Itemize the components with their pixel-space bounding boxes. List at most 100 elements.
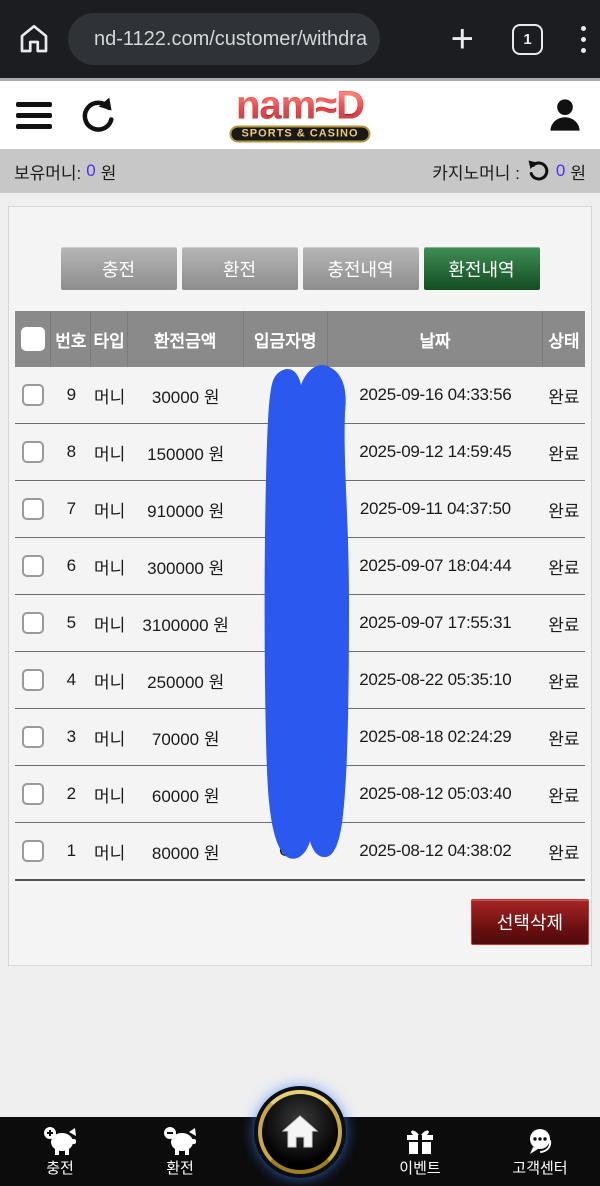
tab-withdraw[interactable]: 환전: [181, 247, 298, 290]
row-date: 2025-09-12 14:59:45: [359, 442, 512, 461]
nav-withdraw[interactable]: 환전: [120, 1117, 240, 1186]
row-depositor-masked: O: [279, 499, 293, 518]
casino-money-value: 0: [555, 161, 566, 180]
row-amount: 250000 원: [147, 672, 225, 692]
row-date: 2025-09-11 04:37:50: [359, 499, 511, 518]
row-amount: 70000 원: [151, 729, 220, 749]
row-type: 머니: [93, 501, 126, 521]
row-amount: 910000 원: [147, 501, 225, 521]
row-type: 머니: [93, 843, 126, 863]
casino-money: 카지노머니 : 0 원: [432, 159, 586, 184]
row-status: 완료: [548, 387, 580, 407]
row-number: 6: [66, 556, 77, 575]
row-checkbox[interactable]: [22, 840, 45, 862]
row-amount: 80000 원: [151, 843, 220, 863]
tab-deposit[interactable]: 충전: [60, 247, 177, 290]
header-type: 타입: [91, 311, 128, 367]
row-type: 머니: [93, 672, 126, 692]
withdraw-history-table: 번호 타입 환전금액 입금자명 날짜 상태 9 머니 30000 원 O 202…: [15, 311, 585, 881]
row-checkbox[interactable]: [22, 669, 45, 691]
page-content: 충전 환전 충전내역 환전내역 번호 타입 환전금액 입금자명 날짜 상태 9 …: [0, 196, 600, 1117]
nav-support-label: 고객센터: [512, 1160, 568, 1177]
row-number: 5: [66, 613, 77, 632]
header-no: 번호: [51, 311, 92, 367]
row-checkbox[interactable]: [22, 555, 45, 577]
row-date: 2025-09-07 18:04:44: [359, 556, 512, 575]
address-bar[interactable]: nd-1122.com/customer/withdra: [68, 13, 380, 65]
refresh-button[interactable]: [78, 96, 116, 134]
table-row: 8 머니 150000 원 O 2025-09-12 14:59:45 완료: [15, 424, 585, 481]
row-type: 머니: [93, 729, 126, 749]
tab-deposit-history[interactable]: 충전내역: [302, 247, 419, 290]
row-depositor-masked: O: [279, 613, 293, 632]
row-status: 완료: [548, 615, 580, 635]
nav-withdraw-label: 환전: [166, 1160, 194, 1177]
gift-icon: [404, 1123, 436, 1155]
nav-support[interactable]: 고객센터: [480, 1117, 600, 1186]
browser-menu-button[interactable]: [581, 25, 586, 53]
own-money-label: 보유머니:: [14, 163, 82, 183]
row-date: 2025-09-07 17:55:31: [359, 613, 512, 632]
tab-switcher-button[interactable]: 1: [512, 23, 543, 55]
casino-refresh-button[interactable]: [527, 160, 549, 182]
casino-refresh-icon: [528, 160, 549, 181]
refresh-icon: [82, 97, 114, 132]
header-date: 날짜: [328, 311, 543, 367]
row-amount: 3100000 원: [142, 615, 229, 635]
profile-button[interactable]: [546, 96, 584, 134]
nav-deposit-label: 충전: [46, 1160, 74, 1177]
row-checkbox[interactable]: [22, 441, 45, 463]
row-number: 1: [66, 841, 77, 860]
row-depositor-masked: O: [279, 556, 293, 575]
tab-withdraw-history[interactable]: 환전내역: [423, 247, 540, 290]
user-icon: [550, 99, 580, 131]
url-text: nd-1122.com/customer/withdra: [94, 27, 368, 50]
site-header: nam≈D SPORTS & CASINO: [0, 81, 600, 149]
row-checkbox[interactable]: [22, 726, 45, 748]
table-row: 9 머니 30000 원 O 2025-09-16 04:33:56 완료: [15, 367, 585, 424]
own-money-value: 0: [86, 161, 96, 180]
header-amount: 환전금액: [128, 311, 244, 367]
select-all-checkbox[interactable]: [20, 327, 45, 351]
table-row: 7 머니 910000 원 O 2025-09-11 04:37:50 완료: [15, 481, 585, 538]
menu-button[interactable]: [16, 101, 52, 129]
row-checkbox[interactable]: [22, 783, 45, 805]
row-checkbox[interactable]: [22, 498, 45, 520]
nav-deposit[interactable]: 충전: [0, 1117, 120, 1186]
nav-event-label: 이벤트: [399, 1160, 441, 1177]
row-type: 머니: [93, 786, 126, 806]
row-number: 9: [66, 385, 77, 404]
headset-chat-icon: [524, 1123, 556, 1155]
row-number: 7: [66, 499, 77, 518]
row-checkbox[interactable]: [22, 612, 45, 634]
row-status: 완료: [548, 672, 580, 692]
table-header: 번호 타입 환전금액 입금자명 날짜 상태: [15, 311, 585, 367]
logo-text: nam≈D: [229, 86, 370, 126]
row-date: 2025-08-12 04:38:02: [359, 841, 512, 860]
delete-selected-button[interactable]: 선택삭제: [471, 899, 589, 945]
row-amount: 150000 원: [147, 444, 225, 464]
own-money: 보유머니: 0 원: [14, 159, 116, 184]
row-checkbox[interactable]: [22, 384, 45, 406]
row-status: 완료: [548, 444, 580, 464]
row-date: 2025-08-18 02:24:29: [359, 727, 512, 746]
tab-buttons: 충전 환전 충전내역 환전내역: [9, 207, 591, 290]
row-date: 2025-09-16 04:33:56: [359, 385, 512, 404]
table-body: 9 머니 30000 원 O 2025-09-16 04:33:56 완료 8 …: [15, 367, 585, 881]
row-status: 완료: [548, 843, 580, 863]
row-number: 3: [66, 727, 77, 746]
new-tab-button[interactable]: +: [450, 17, 474, 61]
panel-footer: 선택삭제: [9, 881, 591, 945]
casino-money-unit: 원: [570, 163, 586, 183]
table-row: 6 머니 300000 원 O 2025-09-07 18:04:44 완료: [15, 538, 585, 595]
row-status: 완료: [548, 501, 580, 521]
row-depositor-masked: O: [279, 841, 293, 860]
home-nav-icon: [281, 1115, 319, 1148]
site-logo[interactable]: nam≈D SPORTS & CASINO: [229, 86, 371, 143]
nav-event[interactable]: 이벤트: [360, 1117, 480, 1186]
nav-home-button[interactable]: [258, 1090, 342, 1174]
row-amount: 300000 원: [147, 558, 225, 578]
browser-home-button[interactable]: [14, 19, 54, 59]
piggy-plus-icon: [43, 1123, 77, 1155]
